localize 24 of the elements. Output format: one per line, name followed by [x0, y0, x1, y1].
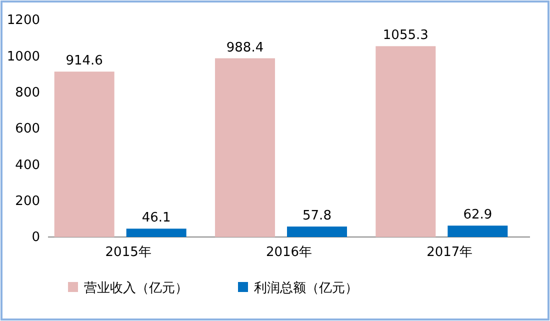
x-tick-label: 2016年 — [266, 245, 312, 260]
bar — [287, 226, 347, 237]
y-tick-label: 0 — [32, 230, 40, 246]
y-tick-label: 400 — [15, 158, 40, 173]
legend-label: 营业收入（亿元） — [84, 281, 188, 296]
bar — [448, 226, 508, 237]
bar — [376, 46, 436, 237]
data-label: 914.6 — [66, 54, 103, 69]
bar — [126, 228, 186, 237]
y-tick-label: 600 — [15, 122, 40, 137]
data-label: 988.4 — [226, 40, 264, 56]
y-tick-label: 1200 — [6, 13, 40, 28]
x-tick-label: 2015年 — [105, 245, 152, 260]
y-tick-label: 800 — [15, 85, 40, 100]
data-label: 46.1 — [142, 210, 171, 226]
legend-label: 利润总额（亿元） — [254, 281, 358, 296]
bar — [215, 58, 275, 237]
x-tick-label: 2017年 — [426, 245, 473, 260]
data-label: 62.9 — [463, 208, 492, 223]
y-tick-label: 1000 — [6, 49, 40, 64]
y-tick-label: 200 — [15, 194, 40, 209]
data-label: 1055.3 — [382, 28, 428, 44]
data-label: 57.8 — [302, 208, 332, 224]
bar — [54, 72, 114, 237]
